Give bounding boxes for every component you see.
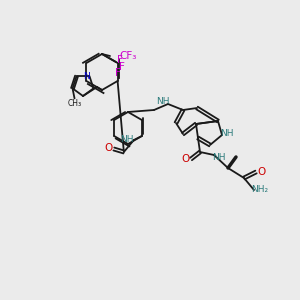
Text: N: N	[83, 72, 90, 81]
Text: NH₂: NH₂	[251, 185, 268, 194]
Text: CH₃: CH₃	[68, 99, 82, 108]
Text: CF₃: CF₃	[119, 51, 137, 61]
Text: NH: NH	[156, 98, 170, 106]
Text: NH: NH	[120, 136, 134, 145]
Text: O: O	[105, 143, 113, 153]
Text: O: O	[257, 167, 265, 177]
Text: F: F	[115, 68, 121, 78]
Text: NH: NH	[220, 128, 234, 137]
Text: NH: NH	[212, 152, 226, 161]
Text: F: F	[119, 62, 125, 72]
Text: O: O	[182, 154, 190, 164]
Text: F: F	[117, 55, 123, 65]
